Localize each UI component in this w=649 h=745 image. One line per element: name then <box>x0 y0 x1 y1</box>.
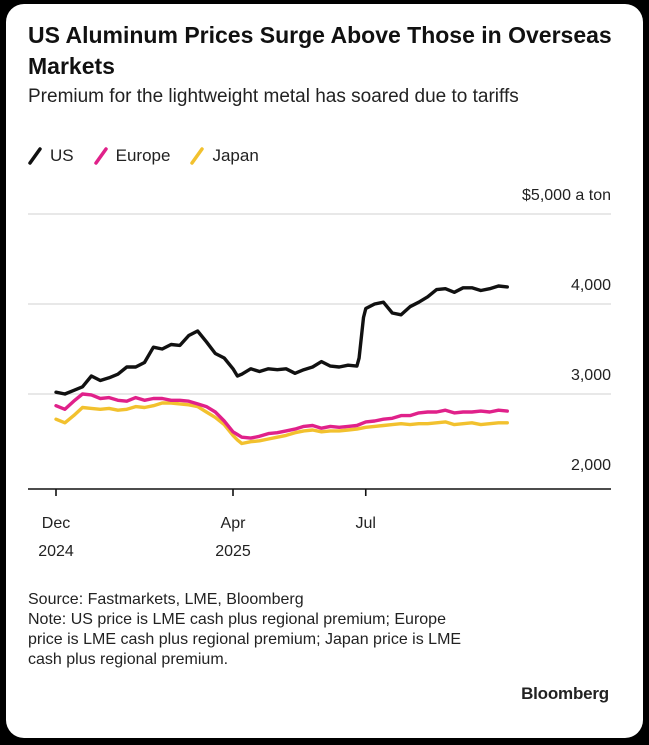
legend-swatch-us <box>28 147 42 165</box>
chart-title: US Aluminum Prices Surge Above Those in … <box>28 22 612 79</box>
chart-footer: Source: Fastmarkets, LME, Bloomberg Note… <box>28 590 478 670</box>
legend-label-us: US <box>50 146 74 165</box>
x-tick-label-jul: Jul <box>356 515 376 532</box>
legend-item-europe: Europe <box>93 146 171 166</box>
y-tick-label-3000: 3,000 <box>571 367 611 384</box>
y-tick-label-5000: $5,000 a ton <box>522 187 611 204</box>
legend-swatch-europe <box>93 147 108 165</box>
x-tick-year-2025: 2025 <box>215 543 251 560</box>
series-line-us <box>54 284 509 396</box>
x-tick-year-2024: 2024 <box>38 543 74 560</box>
legend-swatch-japan <box>190 147 205 165</box>
line-chart: $5,000 a ton 4,000 3,000 2,000 Dec 2024 Apr 202… <box>28 187 611 560</box>
y-tick-label-4000: 4,000 <box>571 277 611 294</box>
methodology-note: Note: US price is LME cash plus regional… <box>28 611 462 668</box>
chart-card: US Aluminum Prices Surge Above Those in … <box>6 4 643 738</box>
legend: US Europe Japan <box>28 146 259 166</box>
x-tick-label-dec: Dec <box>42 515 70 532</box>
bloomberg-logo: Bloomberg <box>521 684 609 703</box>
series-line-europe <box>54 392 509 440</box>
legend-label-japan: Japan <box>212 146 259 165</box>
legend-item-japan: Japan <box>190 146 259 166</box>
legend-label-europe: Europe <box>115 146 171 165</box>
source-note: Source: Fastmarkets, LME, Bloomberg <box>28 591 304 608</box>
legend-item-us: US <box>28 146 74 166</box>
x-tick-label-apr: Apr <box>221 515 247 532</box>
chart-subtitle: Premium for the lightweight metal has so… <box>28 86 519 107</box>
y-tick-label-2000: 2,000 <box>571 457 611 474</box>
series-line-japan <box>54 401 509 446</box>
